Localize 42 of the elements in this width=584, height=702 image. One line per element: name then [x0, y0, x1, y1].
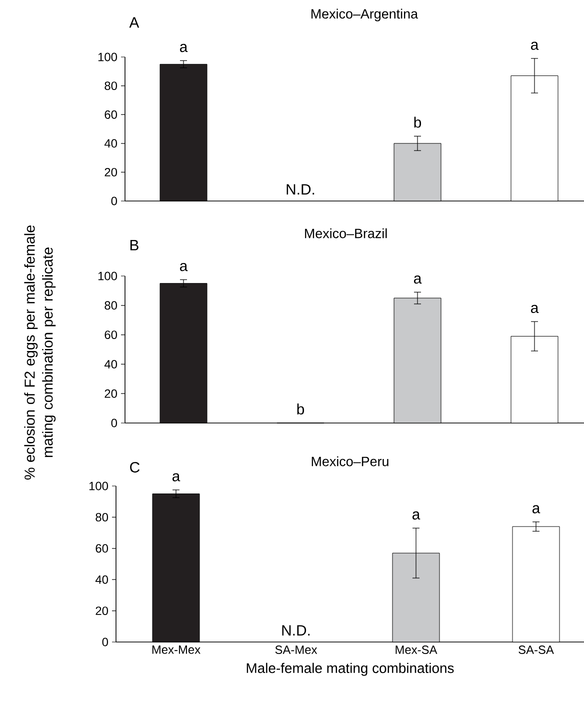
x-axis-title: Male-female mating combinations [246, 662, 454, 676]
y-axis-title: % eclosion of F2 eggs per male-female mating combination per replicate [24, 225, 56, 480]
annotation: a [532, 505, 540, 514]
y-tick-label: 20 [104, 389, 118, 398]
y-tick-label: 40 [95, 575, 108, 584]
y-tick-label: 0 [111, 418, 118, 428]
chart-title: Mexico–Peru [312, 456, 388, 466]
y-tick-label: 100 [98, 272, 118, 280]
y-tick-label: 20 [104, 168, 118, 176]
annotation: a [530, 42, 539, 50]
x-tick-label: SA-Mex [275, 646, 318, 654]
y-tick-label: 0 [102, 638, 108, 646]
annotation: N.D. [286, 184, 314, 194]
y-tick-label: 60 [104, 330, 118, 340]
y-tick-label: 20 [96, 606, 108, 616]
y-tick-label: 80 [104, 301, 118, 310]
y-tick-label: 60 [104, 110, 118, 119]
y-tick-label: 100 [98, 52, 118, 62]
chart-title: Mexico–Argentina [311, 8, 418, 22]
y-tick-label: 40 [104, 139, 118, 148]
annotation: b [414, 116, 422, 128]
text: B [130, 240, 138, 250]
y-tick-label: 60 [96, 544, 108, 553]
annotation: a [180, 262, 188, 272]
y-tick-label: 0 [111, 196, 118, 206]
chart-title: Mexico–Brazil [305, 228, 387, 238]
y-tick-label: 40 [104, 360, 118, 368]
text: A [129, 17, 140, 28]
annotation: a [530, 304, 539, 314]
text: C [130, 462, 140, 473]
annotation: a [172, 473, 180, 482]
y-tick-label: 100 [89, 482, 108, 490]
annotation: a [414, 275, 422, 284]
annotation: a [412, 511, 420, 520]
annotation: b [297, 404, 304, 414]
x-tick-label: SA-SA [518, 646, 554, 654]
y-tick-label: 80 [104, 82, 118, 90]
annotation: a [180, 44, 188, 52]
x-tick-label: Mex-SA [396, 646, 438, 654]
x-tick-label: Mex-Mex [152, 646, 200, 654]
annotation: N.D. [282, 625, 310, 636]
y-tick-label: 80 [96, 512, 108, 522]
